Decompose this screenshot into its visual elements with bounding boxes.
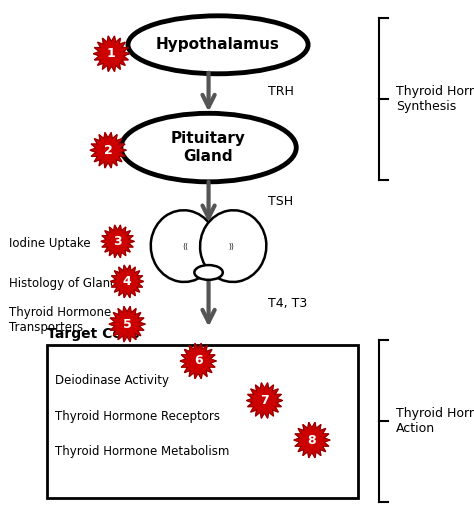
Text: Thyroid Hormone
Action: Thyroid Hormone Action xyxy=(396,407,474,435)
Polygon shape xyxy=(90,132,126,168)
Ellipse shape xyxy=(194,265,223,280)
Text: 1: 1 xyxy=(107,47,116,60)
Text: $\rangle\rangle$: $\rangle\rangle$ xyxy=(228,240,235,252)
Text: Thyroid Hormone
Transporters: Thyroid Hormone Transporters xyxy=(9,306,112,334)
Text: 7: 7 xyxy=(260,394,269,407)
Text: 5: 5 xyxy=(123,318,131,330)
Polygon shape xyxy=(246,383,283,418)
Text: $\langle\langle$: $\langle\langle$ xyxy=(182,240,190,252)
Ellipse shape xyxy=(151,210,217,282)
Text: Thyroid Hormone Metabolism: Thyroid Hormone Metabolism xyxy=(55,445,229,458)
Text: TRH: TRH xyxy=(268,85,294,98)
Polygon shape xyxy=(180,343,216,379)
Text: Thyroid Hormone Receptors: Thyroid Hormone Receptors xyxy=(55,410,219,423)
Text: 8: 8 xyxy=(308,434,316,446)
Text: 6: 6 xyxy=(194,355,202,367)
Text: 2: 2 xyxy=(104,144,112,157)
Text: T4, T3: T4, T3 xyxy=(268,297,307,310)
Text: 3: 3 xyxy=(113,235,122,248)
Text: Iodine Uptake: Iodine Uptake xyxy=(9,237,91,250)
Polygon shape xyxy=(110,265,144,298)
Ellipse shape xyxy=(121,113,296,182)
Ellipse shape xyxy=(128,16,308,74)
Polygon shape xyxy=(294,422,330,458)
Text: TSH: TSH xyxy=(268,195,293,208)
Text: Target Cells: Target Cells xyxy=(47,327,140,341)
Text: Histology of Gland: Histology of Gland xyxy=(9,277,118,290)
Text: Deiodinase Activity: Deiodinase Activity xyxy=(55,374,169,387)
FancyBboxPatch shape xyxy=(47,345,358,498)
Polygon shape xyxy=(101,225,134,258)
Text: Pituitary
Gland: Pituitary Gland xyxy=(171,131,246,164)
Ellipse shape xyxy=(200,210,266,282)
Polygon shape xyxy=(93,36,129,72)
Text: Hypothalamus: Hypothalamus xyxy=(156,37,280,52)
Text: Thyroid Hormone
Synthesis: Thyroid Hormone Synthesis xyxy=(396,85,474,113)
Polygon shape xyxy=(109,306,145,342)
Text: 4: 4 xyxy=(123,275,131,288)
